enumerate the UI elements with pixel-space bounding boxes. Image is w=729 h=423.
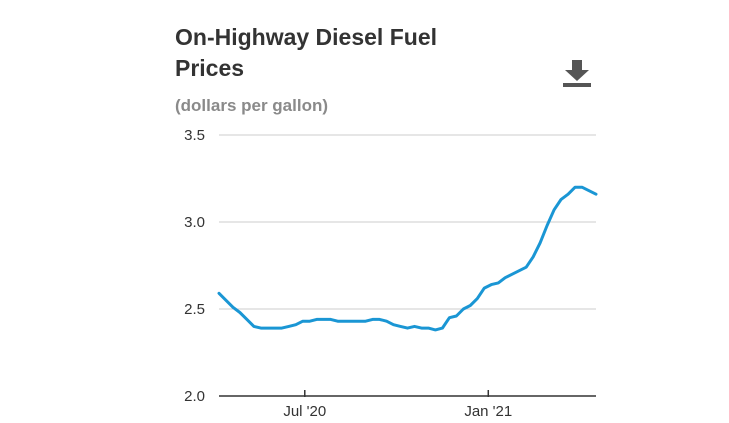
- download-button[interactable]: [561, 58, 593, 88]
- y-tick-label: 3.5: [184, 127, 205, 144]
- y-tick-label: 3.0: [184, 214, 205, 231]
- y-axis: 3.5 3.0 2.5 2.0: [184, 127, 205, 405]
- series-line-diesel: [217, 185, 598, 332]
- download-icon: [563, 60, 591, 87]
- y-tick-label: 2.0: [184, 388, 205, 405]
- x-tick-label: Jan '21: [464, 403, 512, 420]
- x-axis: Jul '20 Jan '21: [283, 390, 512, 420]
- x-tick-label: Jul '20: [283, 403, 326, 420]
- chart-subtitle: (dollars per gallon): [175, 96, 329, 115]
- chart-title: On-Highway Diesel Fuel Prices: [175, 24, 437, 81]
- gridlines: [219, 134, 596, 397]
- y-tick-label: 2.5: [184, 301, 205, 318]
